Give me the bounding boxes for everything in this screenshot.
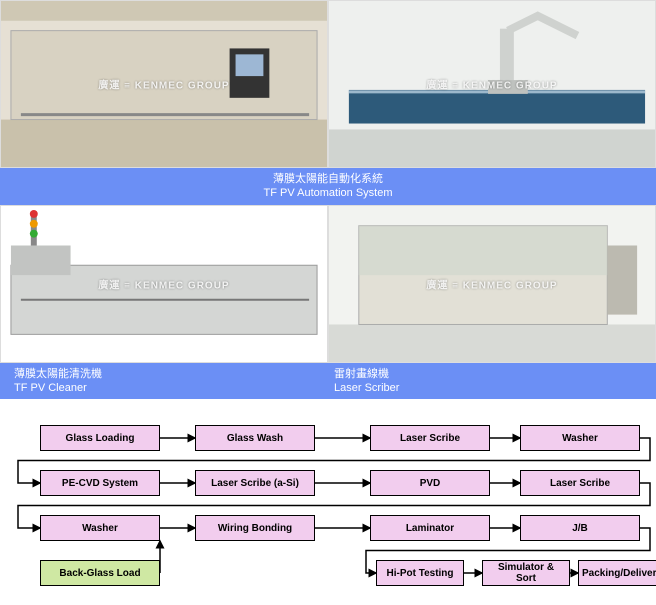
photo-cleaner: 廣運 ≡ KENMEC GROUP [0, 205, 328, 363]
flow-node-glass-wash: Glass Wash [195, 425, 315, 451]
caption-en: Laser Scriber [334, 382, 399, 394]
caption-cleaner: 薄膜太陽能清洗機 TF PV Cleaner [8, 367, 328, 396]
flow-node-jb: J/B [520, 515, 640, 541]
flow-node-sim: Simulator & Sort [482, 560, 570, 586]
process-flowchart: Glass Loading Glass Wash Laser Scribe Washe… [0, 405, 656, 605]
caption-bottom: 薄膜太陽能清洗機 TF PV Cleaner 雷射畫線機 Laser Scrib… [0, 363, 656, 400]
photo-grid-bottom: 廣運 ≡ KENMEC GROUP 廣運 ≡ KENMEC GROUP [0, 205, 656, 363]
flow-node-washer-1: Washer [520, 425, 640, 451]
flow-node-washer-2: Washer [40, 515, 160, 541]
flow-node-glass-loading: Glass Loading [40, 425, 160, 451]
watermark: 廣運 ≡ KENMEC GROUP [426, 276, 557, 291]
caption-en: TF PV Automation System [8, 186, 648, 200]
watermark: 廣運 ≡ KENMEC GROUP [98, 77, 229, 92]
flow-node-pvd: PVD [370, 470, 490, 496]
flow-node-laser-scribe-2: Laser Scribe (a-Si) [195, 470, 315, 496]
caption-automation: 薄膜太陽能自動化系統 TF PV Automation System [0, 168, 656, 205]
caption-zh: 薄膜太陽能清洗機 [14, 368, 102, 380]
caption-scriber: 雷射畫線機 Laser Scriber [328, 367, 648, 396]
watermark: 廣運 ≡ KENMEC GROUP [426, 77, 557, 92]
photo-grid-top: 廣運 ≡ KENMEC GROUP 廣運 ≡ KENMEC GROUP [0, 0, 656, 168]
flow-node-laser-scribe-1: Laser Scribe [370, 425, 490, 451]
flow-node-wiring: Wiring Bonding [195, 515, 315, 541]
caption-en: TF PV Cleaner [14, 382, 87, 394]
watermark: 廣運 ≡ KENMEC GROUP [98, 276, 229, 291]
flow-node-back-glass: Back-Glass Load [40, 560, 160, 586]
flow-node-hipot: Hi-Pot Testing [376, 560, 464, 586]
flow-node-pack: Packing/Delivery [578, 560, 656, 586]
photo-automation-right: 廣運 ≡ KENMEC GROUP [328, 0, 656, 168]
photo-scriber: 廣運 ≡ KENMEC GROUP [328, 205, 656, 363]
flow-node-pecvd: PE-CVD System [40, 470, 160, 496]
photo-automation-left: 廣運 ≡ KENMEC GROUP [0, 0, 328, 168]
flow-node-laminator: Laminator [370, 515, 490, 541]
flow-node-laser-scribe-3: Laser Scribe [520, 470, 640, 496]
caption-zh: 雷射畫線機 [334, 368, 389, 380]
caption-zh: 薄膜太陽能自動化系統 [8, 172, 648, 186]
